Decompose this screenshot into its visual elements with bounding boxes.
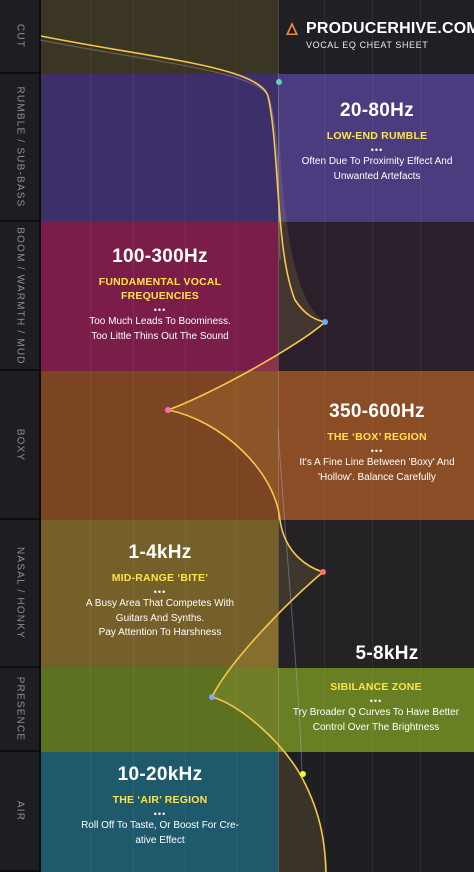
eq-curve-secondary xyxy=(277,429,303,775)
boxy-freq: 350-600Hz xyxy=(329,401,425,422)
band-rumble-left xyxy=(41,74,278,222)
band-air: 10-20kHz THE ‘AIR’ REGION ••• Roll Off T… xyxy=(41,752,474,872)
brand-name: PRODUCERHIVE.COM xyxy=(306,20,474,37)
sidebar-cell-air: AIR xyxy=(0,752,41,872)
boom-desc-line: Too Much Leads To Boominess. xyxy=(89,316,231,328)
eq-node-air[interactable] xyxy=(300,771,306,777)
eq-curve-line xyxy=(40,35,327,872)
nasal-dots: ••• xyxy=(153,587,167,598)
nasal-desc-line: Pay Attention To Harshness xyxy=(98,627,222,639)
rumble-desc: Often Due To Proximity Effect And Unwant… xyxy=(287,155,467,184)
sidebar-cell-boxy: BOXY xyxy=(0,371,41,520)
grid-line xyxy=(420,0,421,872)
grid-line xyxy=(372,0,373,872)
eq-node-presence[interactable] xyxy=(209,694,215,700)
sidebar-cell-nasal: NASAL / HONKY xyxy=(0,520,41,668)
nasal-desc-line: A Busy Area That Competes With xyxy=(85,598,235,610)
grid-line xyxy=(133,0,134,872)
band-presence-right xyxy=(278,668,474,752)
band-nasal-right xyxy=(278,520,474,668)
boom-desc: Too Much Leads To Boominess. Too Little … xyxy=(55,315,265,344)
air-desc-line: Roll Off To Taste, Or Boost For Cre- xyxy=(81,820,239,832)
rumble-dots: ••• xyxy=(370,145,384,156)
boxy-desc-line: 'Hollow'. Balance Carefully xyxy=(318,471,436,483)
grid-line-zero xyxy=(278,0,279,872)
air-desc: Roll Off To Taste, Or Boost For Cre- ati… xyxy=(65,819,255,848)
nasal-desc-line: Guitars And Synths. xyxy=(115,612,205,624)
air-dots: ••• xyxy=(153,809,167,820)
grid-line xyxy=(236,0,237,872)
presence-freq: 5-8kHz xyxy=(355,643,419,664)
presence-desc-line: Control Over The Brightness xyxy=(312,721,440,733)
band-rumble: 20-80Hz LOW-END RUMBLE ••• Often Due To … xyxy=(41,74,474,222)
rumble-name: LOW-END RUMBLE xyxy=(326,130,428,142)
eq-curve-fill xyxy=(168,80,326,872)
boxy-desc: It's A Fine Line Between 'Boxy' And 'Hol… xyxy=(279,456,474,485)
rumble-text: 20-80Hz LOW-END RUMBLE ••• Often Due To … xyxy=(287,100,467,184)
band-boom: 100-300Hz FUNDAMENTAL VOCAL FREQUENCIES … xyxy=(41,222,474,371)
air-desc-line: ative Effect xyxy=(135,834,185,846)
nasal-freq: 1-4kHz xyxy=(128,542,192,563)
band-air-left xyxy=(41,752,278,872)
band-boxy-right xyxy=(278,371,474,520)
eq-node-boom[interactable] xyxy=(322,319,328,325)
presence-dots: ••• xyxy=(369,696,383,707)
band-boom-left xyxy=(41,222,278,371)
boom-name-line: FUNDAMENTAL VOCAL xyxy=(98,276,222,288)
band-rumble-right xyxy=(278,74,474,222)
boom-text: 100-300Hz FUNDAMENTAL VOCAL FREQUENCIES … xyxy=(55,246,265,344)
nasal-name: MID-RANGE ‘BITE’ xyxy=(111,572,209,584)
boom-freq: 100-300Hz xyxy=(112,246,208,267)
band-boxy-left xyxy=(41,371,278,520)
band-nasal: 1-4kHz MID-RANGE ‘BITE’ ••• A Busy Area … xyxy=(41,520,474,668)
presence-freq-wrap: 5-8kHz xyxy=(337,643,437,665)
rumble-desc-line: Often Due To Proximity Effect And xyxy=(301,156,453,168)
rumble-freq: 20-80Hz xyxy=(340,100,414,121)
band-nasal-left xyxy=(41,520,278,668)
presence-desc: Try Broader Q Curves To Have Better Cont… xyxy=(277,706,474,735)
eq-node-highpass[interactable] xyxy=(276,79,282,85)
nasal-desc: A Busy Area That Competes With Guitars A… xyxy=(65,597,255,641)
boxy-text: 350-600Hz THE ‘BOX’ REGION ••• It's A Fi… xyxy=(279,401,474,485)
sidebar-cell-rumble: RUMBLE / SUB-BASS xyxy=(0,74,41,222)
boxy-dots: ••• xyxy=(370,446,384,457)
band-cut xyxy=(41,0,474,74)
boom-desc-line: Too Little Thins Out The Sound xyxy=(91,330,229,342)
grid-line xyxy=(324,0,325,872)
boom-dots: ••• xyxy=(153,305,167,316)
band-boom-right xyxy=(278,222,474,371)
nasal-text: 1-4kHz MID-RANGE ‘BITE’ ••• A Busy Area … xyxy=(65,542,255,641)
presence-text: SIBILANCE ZONE ••• Try Broader Q Curves … xyxy=(277,680,474,735)
eq-node-boxy[interactable] xyxy=(165,407,171,413)
air-name: THE ‘AIR’ REGION xyxy=(112,794,208,806)
grid-line xyxy=(90,0,91,872)
sidebar-cell-presence: PRESENCE xyxy=(0,668,41,752)
band-cut-left xyxy=(41,0,278,74)
presence-name: SIBILANCE ZONE xyxy=(330,681,422,693)
boxy-desc-line: It's A Fine Line Between 'Boxy' And xyxy=(299,457,455,469)
air-text: 10-20kHz THE ‘AIR’ REGION ••• Roll Off T… xyxy=(65,764,255,848)
boom-name: FUNDAMENTAL VOCAL FREQUENCIES xyxy=(55,275,265,303)
sidebar-cell-cut: CUT xyxy=(0,0,41,74)
hive-logo-icon xyxy=(286,22,298,35)
band-boxy: 350-600Hz THE ‘BOX’ REGION ••• It's A Fi… xyxy=(41,371,474,520)
brand-subtitle: VOCAL EQ CHEAT SHEET xyxy=(306,40,429,50)
boxy-name: THE ‘BOX’ REGION xyxy=(327,431,427,443)
eq-curve-band-rumble xyxy=(39,39,281,261)
boom-name-line: FREQUENCIES xyxy=(120,290,200,303)
band-air-right xyxy=(278,752,474,872)
sidebar-cell-boom: BOOM / WARMTH / MUD xyxy=(0,222,41,371)
band-cut-right xyxy=(278,0,474,74)
rumble-desc-line: Unwanted Artefacts xyxy=(333,170,421,182)
air-freq: 10-20kHz xyxy=(117,764,203,785)
presence-desc-line: Try Broader Q Curves To Have Better xyxy=(292,707,460,719)
grid-line xyxy=(185,0,186,872)
eq-node-nasal[interactable] xyxy=(320,569,326,575)
